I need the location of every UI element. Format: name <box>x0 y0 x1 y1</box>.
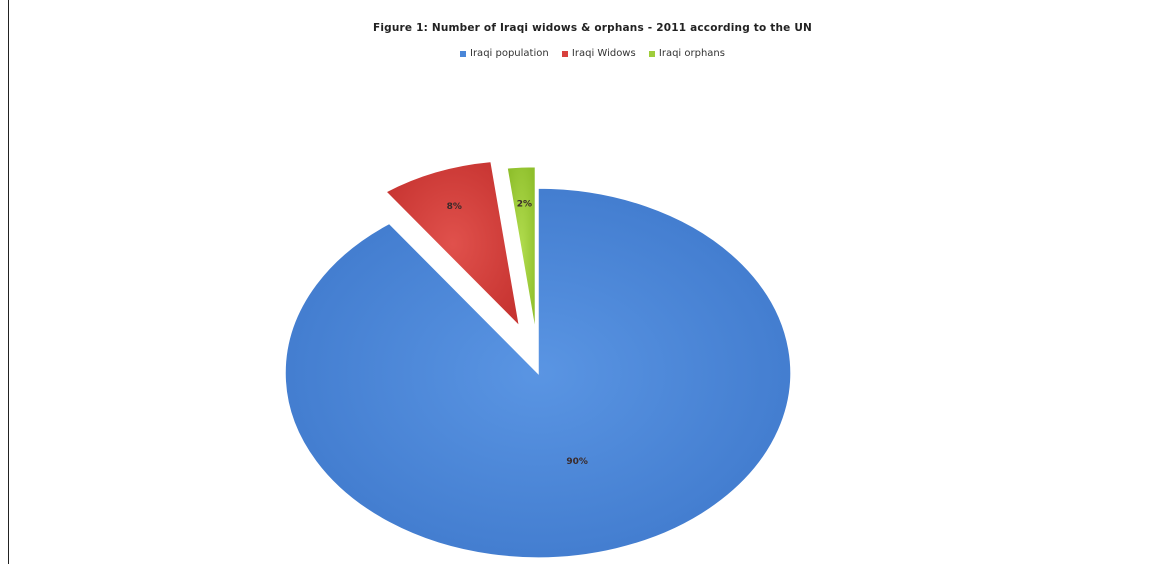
pie-slice-orphans <box>506 165 537 334</box>
pie-label-orphans: 2% <box>517 199 532 209</box>
pie-label-population: 90% <box>566 457 588 467</box>
legend-item-population: Iraqi population <box>460 48 549 59</box>
legend-item-widows: Iraqi Widows <box>561 48 636 59</box>
legend-swatch-widows <box>561 50 568 57</box>
legend-swatch-orphans <box>648 50 655 57</box>
legend-label-population: Iraqi population <box>470 48 549 59</box>
legend-swatch-population <box>460 50 466 57</box>
legend-label-orphans: Iraqi orphans <box>658 48 725 59</box>
legend-label-widows: Iraqi Widows <box>571 48 636 59</box>
pie-label-widows: 8% <box>447 202 462 212</box>
chart-title: Figure 1: Number of Iraqi widows & orpha… <box>372 22 813 34</box>
legend-item-orphans: Iraqi orphans <box>648 48 725 59</box>
pie-slice-widows <box>384 160 521 329</box>
chart-frame: Figure 1: Number of Iraqi widows & orpha… <box>8 0 1175 564</box>
chart-legend: Iraqi population Iraqi Widows Iraqi orph… <box>9 48 1175 60</box>
pie-slice-population <box>284 187 792 559</box>
